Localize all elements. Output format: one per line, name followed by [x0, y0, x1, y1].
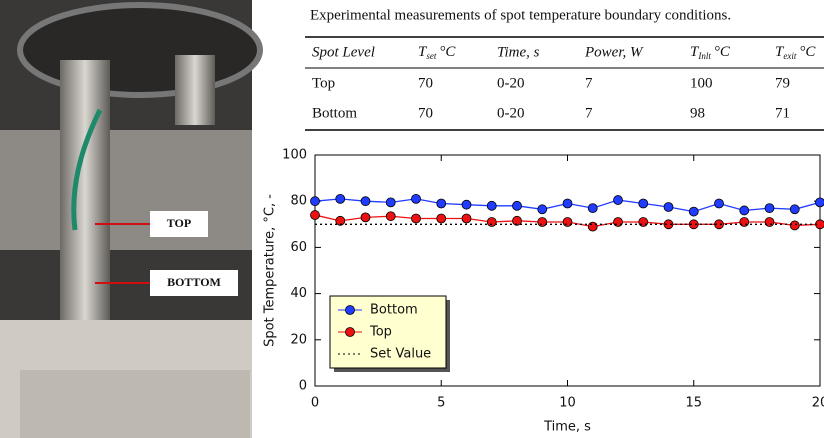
- point: [411, 213, 421, 224]
- x-tick-label: 10: [559, 396, 576, 411]
- y-tick-label: 60: [290, 240, 307, 255]
- header-cell: Texit °C: [775, 44, 816, 61]
- table-cell: Top: [312, 75, 335, 91]
- unit: °C: [714, 44, 731, 60]
- point: [688, 219, 699, 230]
- point: [310, 196, 320, 207]
- photo-label: BOTTOM: [167, 275, 221, 289]
- point: [335, 215, 346, 226]
- point: [587, 221, 598, 232]
- point: [663, 202, 674, 212]
- table-cell: 7: [585, 75, 593, 91]
- symbol: T: [690, 44, 700, 60]
- point: [638, 198, 649, 209]
- subscript: set: [426, 51, 436, 61]
- table-cell: Bottom: [312, 105, 357, 121]
- unit: °C: [799, 44, 816, 60]
- point: [764, 203, 775, 214]
- header-cell: TInlt °C: [690, 44, 731, 61]
- y-tick-label: 0: [299, 379, 307, 394]
- unit: °C: [439, 44, 456, 60]
- point: [663, 219, 674, 230]
- table-cell: 0-20: [497, 75, 525, 91]
- y-tick-label: 80: [290, 194, 307, 209]
- chart: 0 20 40 60 80 100 0 5 10 15 20 Time, s Spot Temperat…: [263, 148, 824, 435]
- table: Experimental measurements of spot temper…: [305, 7, 824, 131]
- point: [613, 217, 623, 227]
- point: [714, 198, 724, 209]
- point: [335, 193, 346, 204]
- table-cell: 0-20: [497, 105, 525, 121]
- x-tick-label: 0: [311, 396, 319, 411]
- subscript: Inlt: [697, 51, 711, 61]
- header-cell: Spot Level: [312, 44, 375, 60]
- point: [411, 193, 421, 204]
- point: [537, 204, 548, 215]
- header-cell: Tset °C: [418, 44, 456, 61]
- symbol: T: [775, 44, 785, 60]
- point: [512, 215, 522, 226]
- point: [815, 197, 824, 208]
- photo-label: TOP: [167, 216, 191, 230]
- legend-marker: [345, 327, 355, 337]
- x-tick-label: 5: [437, 396, 445, 411]
- point: [587, 203, 598, 214]
- point: [486, 200, 497, 211]
- x-axis-label: Time, s: [543, 420, 591, 435]
- point: [512, 200, 522, 211]
- table-title: Experimental measurements of spot temper…: [310, 7, 731, 23]
- table-cell: 70: [418, 75, 433, 91]
- point: [436, 198, 447, 209]
- y-axis-label: Spot Temperature, °C, -: [263, 194, 278, 347]
- symbol: T: [418, 44, 428, 60]
- point: [714, 219, 724, 230]
- table-cell: 79: [775, 75, 790, 91]
- table-cell: 71: [775, 105, 790, 121]
- y-tick-label: 100: [282, 148, 307, 163]
- header-cell: Time, s: [497, 44, 540, 60]
- subscript: exit: [783, 51, 796, 61]
- point: [360, 196, 371, 207]
- table-cell: 7: [585, 105, 593, 121]
- point: [562, 217, 573, 227]
- point: [436, 213, 447, 224]
- point: [486, 217, 497, 227]
- y-tick-label: 20: [290, 332, 307, 347]
- point: [461, 213, 472, 224]
- point: [385, 197, 396, 208]
- point: [688, 206, 699, 217]
- point: [613, 195, 623, 205]
- table-cell: 98: [690, 105, 705, 121]
- point: [385, 211, 396, 222]
- y-tick-label: 40: [290, 286, 307, 301]
- point: [638, 217, 649, 227]
- photo: TOP BOTTOM: [0, 0, 263, 438]
- point: [739, 217, 750, 227]
- x-tick-label: 15: [685, 396, 702, 411]
- point: [537, 217, 548, 227]
- point: [789, 204, 800, 215]
- point: [461, 199, 472, 210]
- table-cell: 70: [418, 105, 433, 121]
- header-cell: Power, W: [584, 44, 644, 60]
- legend-label: Bottom: [370, 303, 418, 318]
- point: [360, 212, 371, 223]
- point: [764, 217, 775, 227]
- point: [310, 210, 320, 220]
- point: [789, 220, 800, 231]
- legend-label: Set Value: [370, 347, 431, 362]
- point: [739, 205, 750, 216]
- legend-label: Top: [369, 325, 392, 340]
- point: [562, 198, 573, 209]
- table-cell: 100: [690, 75, 713, 91]
- legend-marker: [345, 305, 355, 315]
- x-tick-label: 20: [812, 396, 824, 411]
